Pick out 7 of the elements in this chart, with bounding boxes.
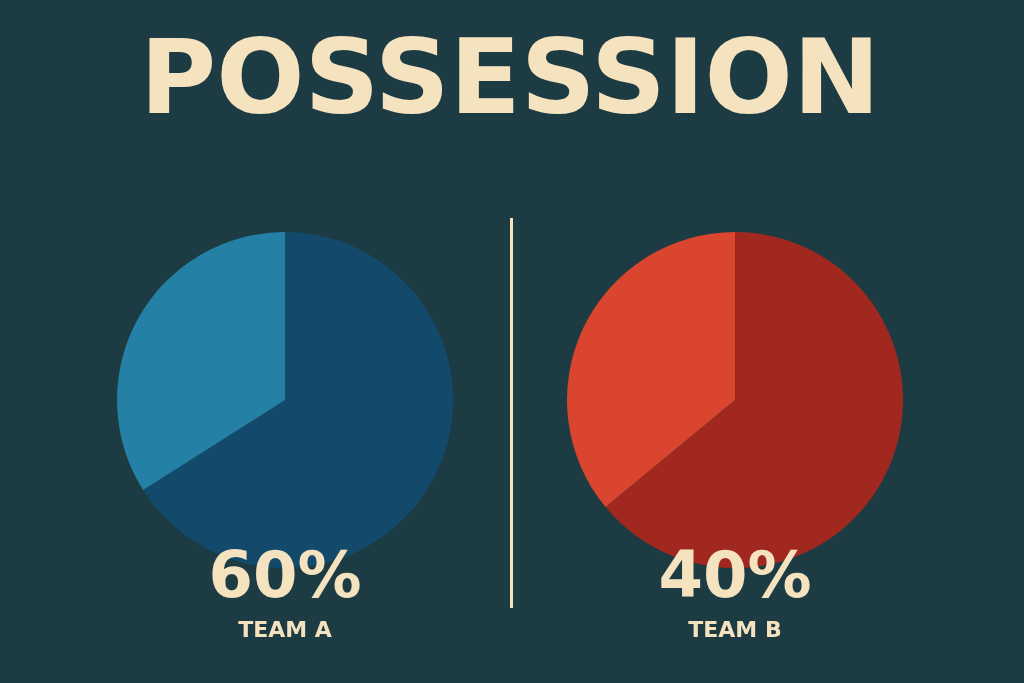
text: TEAM A (238, 617, 332, 642)
pie-slice (117, 232, 285, 491)
text: TEAM B (688, 617, 782, 642)
chart-title: POSSESSION (139, 16, 881, 138)
text: 40% (658, 538, 812, 612)
text: 60% (208, 538, 362, 612)
pie-slice (567, 232, 735, 508)
